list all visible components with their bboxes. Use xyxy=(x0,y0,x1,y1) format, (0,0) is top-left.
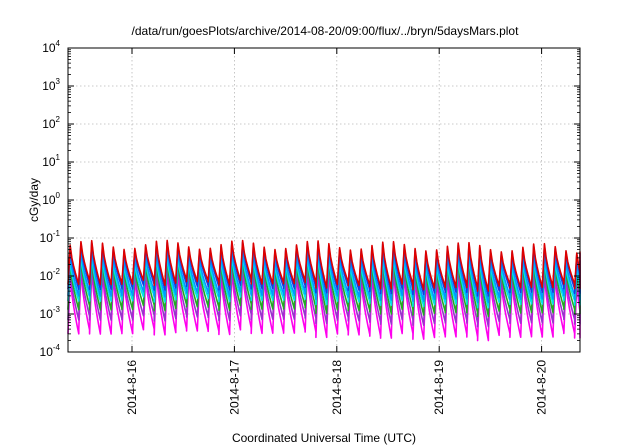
x-tick-label: 2014-8-19 xyxy=(432,360,446,415)
chart-title: /data/run/goesPlots/archive/2014-08-20/0… xyxy=(132,24,520,38)
x-axis-label: Coordinated Universal Time (UTC) xyxy=(232,431,416,445)
ticks: 10-4 10-3 10-2 10-1 100 101 102 103 104 2014-8-16… xyxy=(40,39,580,415)
y-tick-label: 102 xyxy=(42,115,60,131)
y-tick-label: 10-3 xyxy=(40,305,61,321)
x-tick-label: 2014-8-18 xyxy=(330,360,344,415)
y-tick-label: 10-4 xyxy=(40,343,61,359)
y-tick-label: 103 xyxy=(42,77,60,93)
y-tick-label: 10-1 xyxy=(40,229,61,245)
y-axis-label: cGy/day xyxy=(27,178,41,222)
x-tick-label: 2014-8-16 xyxy=(125,360,139,415)
y-tick-label: 104 xyxy=(42,39,60,55)
y-tick-label: 10-2 xyxy=(40,267,61,283)
x-tick-label: 2014-8-17 xyxy=(227,360,241,415)
y-tick-label: 100 xyxy=(42,191,60,207)
series-line xyxy=(67,239,581,292)
x-tick-label: 2014-8-20 xyxy=(535,360,549,415)
series-layer xyxy=(67,239,581,342)
y-tick-label: 101 xyxy=(42,153,60,169)
